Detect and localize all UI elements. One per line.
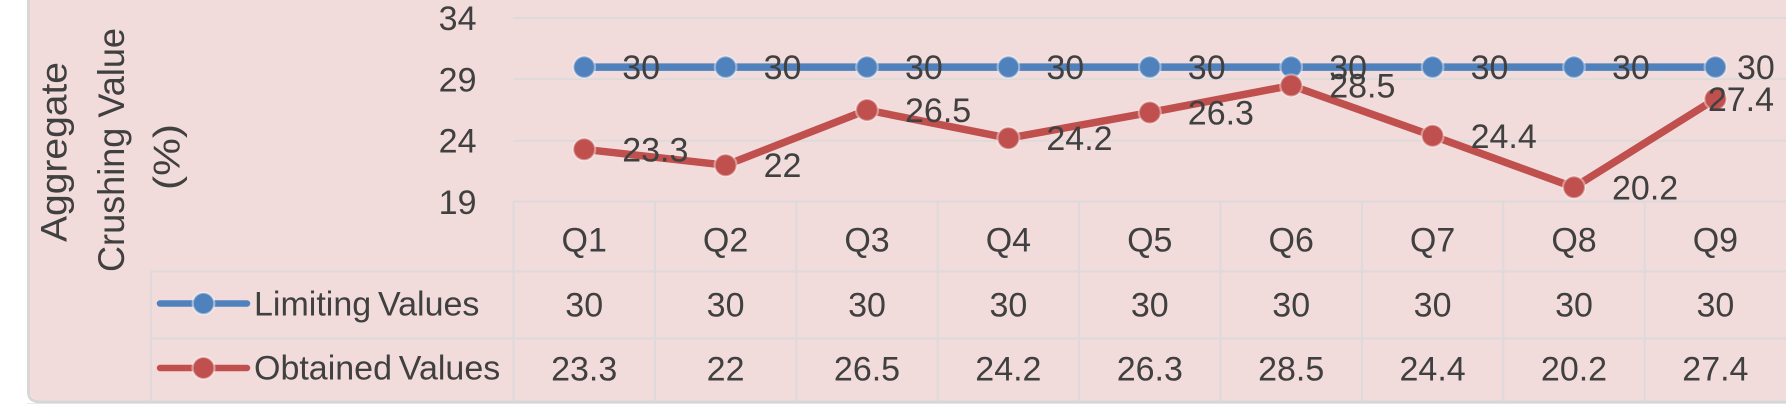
svg-text:30: 30: [764, 49, 802, 87]
svg-text:Limiting Values: Limiting Values: [254, 286, 479, 324]
svg-text:30: 30: [1272, 287, 1310, 325]
svg-text:Aggregate: Aggregate: [34, 62, 75, 242]
svg-text:30: 30: [1555, 287, 1593, 325]
svg-text:24: 24: [439, 123, 477, 161]
svg-text:Q7: Q7: [1410, 222, 1455, 260]
svg-text:Q9: Q9: [1693, 222, 1738, 260]
svg-text:24.4: 24.4: [1471, 118, 1537, 156]
svg-text:30: 30: [905, 49, 943, 87]
svg-text:26.3: 26.3: [1188, 95, 1254, 133]
svg-text:26.5: 26.5: [905, 92, 971, 130]
svg-text:27.4: 27.4: [1708, 81, 1774, 119]
svg-text:30: 30: [1329, 49, 1367, 87]
svg-text:30: 30: [1696, 287, 1734, 325]
svg-text:24.2: 24.2: [975, 351, 1041, 389]
svg-text:Q2: Q2: [703, 222, 748, 260]
svg-text:26.3: 26.3: [1117, 351, 1183, 389]
svg-text:Obtained Values: Obtained Values: [254, 350, 500, 388]
svg-text:30: 30: [848, 287, 886, 325]
svg-text:23.3: 23.3: [551, 351, 617, 389]
svg-text:30: 30: [1612, 49, 1650, 87]
svg-text:28.5: 28.5: [1258, 351, 1324, 389]
svg-text:Q1: Q1: [562, 222, 607, 260]
svg-text:(%): (%): [147, 124, 188, 190]
svg-text:19: 19: [439, 184, 477, 222]
svg-text:22: 22: [707, 351, 745, 389]
svg-text:29: 29: [439, 61, 477, 99]
svg-text:34: 34: [439, 0, 477, 38]
svg-text:23.3: 23.3: [622, 131, 688, 169]
svg-text:30: 30: [989, 287, 1027, 325]
svg-text:30: 30: [1188, 49, 1226, 87]
svg-text:24.4: 24.4: [1400, 351, 1466, 389]
svg-text:Q8: Q8: [1551, 222, 1596, 260]
svg-text:30: 30: [1414, 287, 1452, 325]
svg-text:Q5: Q5: [1127, 222, 1172, 260]
svg-text:Q4: Q4: [986, 222, 1031, 260]
svg-text:30: 30: [1046, 49, 1084, 87]
svg-text:30: 30: [565, 287, 603, 325]
svg-text:22: 22: [764, 147, 802, 185]
svg-text:Q3: Q3: [844, 222, 889, 260]
svg-text:30: 30: [1131, 287, 1169, 325]
svg-text:30: 30: [707, 287, 745, 325]
svg-text:Crushing Value: Crushing Value: [91, 28, 132, 272]
svg-text:28.5: 28.5: [1329, 68, 1395, 106]
svg-text:30: 30: [1737, 49, 1775, 87]
svg-text:26.5: 26.5: [834, 351, 900, 389]
svg-text:20.2: 20.2: [1612, 169, 1678, 207]
svg-text:20.2: 20.2: [1541, 351, 1607, 389]
svg-text:24.2: 24.2: [1046, 120, 1112, 158]
svg-text:30: 30: [1471, 49, 1509, 87]
svg-text:Q6: Q6: [1269, 222, 1314, 260]
svg-text:27.4: 27.4: [1682, 351, 1748, 389]
svg-text:30: 30: [622, 49, 660, 87]
